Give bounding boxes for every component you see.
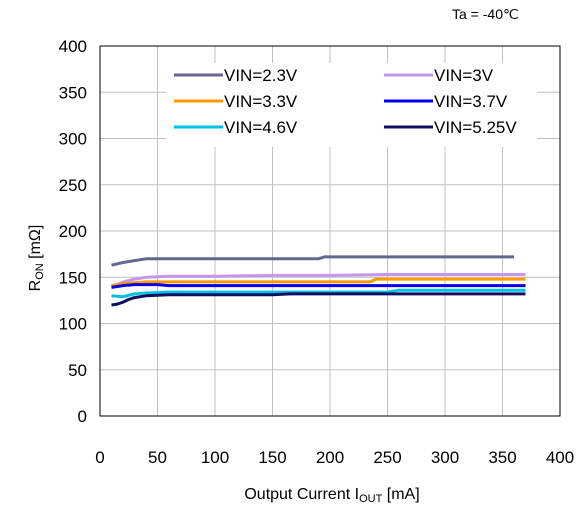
legend-label: VIN=2.3V [224, 66, 298, 85]
x-tick-label: 50 [148, 448, 167, 467]
legend-label: VIN=4.6V [224, 118, 298, 137]
legend: VIN=2.3V VIN=3V VIN=3.3V VIN=3.7V VIN=4.6V VI… [166, 63, 537, 147]
series-line [111, 255, 514, 267]
series-line [111, 283, 526, 289]
x-tick-label: 250 [373, 448, 401, 467]
x-tick-label: 350 [488, 448, 516, 467]
plot-area [99, 45, 561, 417]
series-lines [110, 255, 526, 307]
y-tick-labels: 0 50 100 150 200 250 300 350 400 [59, 37, 87, 426]
series-line [110, 273, 526, 289]
temperature-annotation: Ta = -40℃ [452, 6, 519, 22]
x-tick-labels: 0 50 100 150 200 250 300 350 400 [95, 448, 574, 467]
series-line [111, 292, 526, 307]
y-tick-label: 150 [59, 268, 87, 287]
x-tick-label: 150 [258, 448, 286, 467]
y-tick-label: 200 [59, 222, 87, 241]
x-tick-label: 200 [316, 448, 344, 467]
y-tick-label: 400 [59, 37, 87, 56]
y-tick-label: 300 [59, 130, 87, 149]
x-axis-label: Output Current IOUT [mA] [244, 486, 419, 505]
x-tick-label: 0 [95, 448, 104, 467]
x-tick-label: 400 [546, 448, 574, 467]
y-tick-label: 250 [59, 176, 87, 195]
y-tick-label: 100 [59, 315, 87, 334]
legend-label: VIN=3.7V [434, 92, 508, 111]
y-tick-label: 350 [59, 83, 87, 102]
series-line [111, 277, 526, 288]
series-line [111, 288, 526, 299]
y-axis-label: RON [mΩ] [27, 225, 46, 292]
legend-label: VIN=5.25V [434, 118, 517, 137]
legend-box [166, 63, 537, 147]
y-tick-label: 50 [68, 361, 87, 380]
legend-label: VIN=3.3V [224, 92, 298, 111]
x-tick-label: 100 [201, 448, 229, 467]
legend-label: VIN=3V [434, 66, 494, 85]
y-tick-label: 0 [78, 407, 87, 426]
x-tick-label: 300 [431, 448, 459, 467]
